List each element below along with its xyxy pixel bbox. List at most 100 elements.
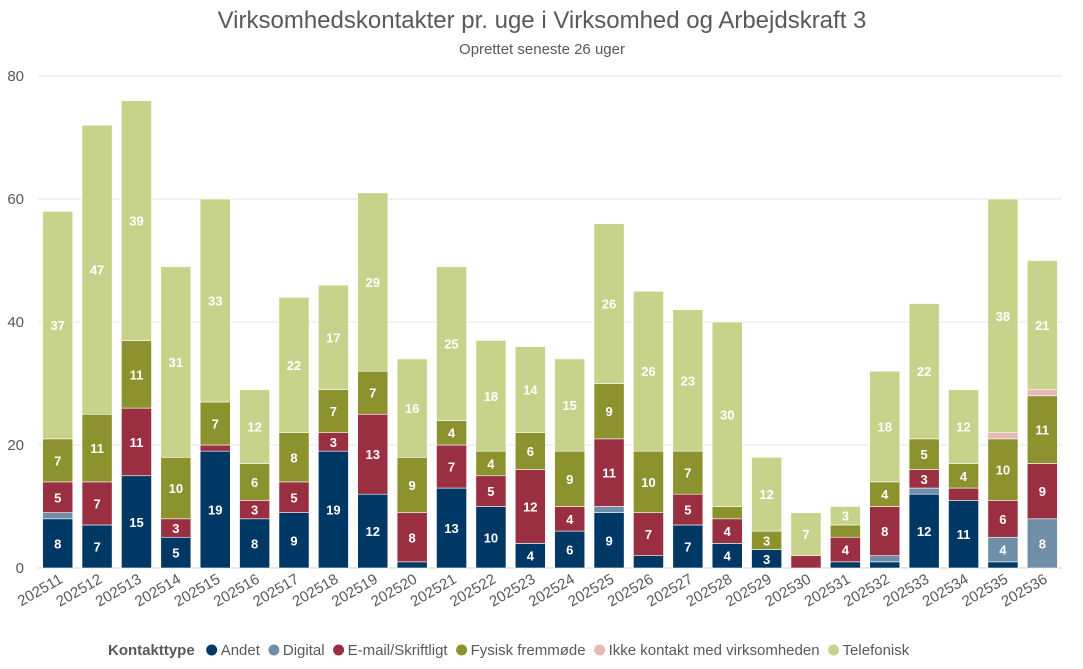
bar-segment[interactable]: [475, 475, 507, 507]
bar-segment[interactable]: [987, 500, 1019, 538]
bar-segment[interactable]: [869, 555, 901, 563]
bar-segment[interactable]: [869, 481, 901, 507]
bar-segment[interactable]: [239, 518, 270, 569]
bar-segment[interactable]: [278, 512, 310, 569]
bar-segment[interactable]: [396, 358, 428, 458]
bar-segment[interactable]: [672, 450, 704, 495]
bar-segment[interactable]: [357, 192, 389, 372]
bar-segment[interactable]: [1026, 395, 1058, 464]
bar-segment[interactable]: [278, 432, 310, 483]
bar-segment[interactable]: [514, 469, 546, 544]
bar-segment[interactable]: [121, 340, 152, 409]
bar-segment[interactable]: [948, 389, 979, 464]
bar-segment[interactable]: [42, 481, 74, 513]
data-label: 19: [326, 503, 340, 518]
bar-segment[interactable]: [593, 512, 625, 569]
bar-segment[interactable]: [318, 389, 349, 433]
bar-segment[interactable]: [554, 358, 586, 452]
bar-segment[interactable]: [908, 438, 940, 470]
bar-segment[interactable]: [987, 438, 1019, 501]
bar-segment[interactable]: [514, 432, 546, 470]
bar-segment[interactable]: [357, 493, 389, 569]
bar-segment[interactable]: [239, 463, 270, 501]
bar-segment[interactable]: [554, 530, 586, 569]
bar-segment[interactable]: [593, 506, 625, 513]
bar-segment[interactable]: [593, 383, 625, 440]
data-label: 8: [1039, 536, 1046, 551]
bar-segment[interactable]: [318, 284, 349, 390]
bar-segment[interactable]: [790, 512, 822, 557]
bar-segment[interactable]: [160, 536, 192, 569]
bar-segment[interactable]: [396, 561, 428, 569]
bar-segment[interactable]: [987, 561, 1019, 569]
data-label: 4: [881, 487, 889, 502]
bar-segment[interactable]: [751, 456, 782, 532]
legend-item[interactable]: Digital: [268, 642, 325, 659]
bar-segment[interactable]: [869, 561, 901, 569]
bar-segment[interactable]: [1026, 260, 1058, 390]
bar-segment[interactable]: [199, 401, 231, 446]
bar-segment[interactable]: [633, 555, 664, 569]
bar-segment[interactable]: [42, 518, 74, 569]
bar-segment[interactable]: [121, 475, 152, 569]
bar-segment[interactable]: [987, 432, 1019, 440]
data-label: 11: [957, 527, 971, 542]
bar-segment[interactable]: [199, 444, 231, 452]
bar-segment[interactable]: [1026, 518, 1058, 569]
bar-segment[interactable]: [436, 487, 467, 569]
bar-segment[interactable]: [908, 493, 940, 569]
bar-segment[interactable]: [672, 524, 704, 569]
bar-segment[interactable]: [711, 518, 743, 544]
bar-segment[interactable]: [830, 506, 861, 526]
bar-segment[interactable]: [830, 524, 861, 538]
bar-segment[interactable]: [593, 223, 625, 384]
bar-segment[interactable]: [81, 413, 113, 483]
legend-item[interactable]: Ikke kontakt med virksomheden: [594, 642, 820, 659]
data-label: 12: [366, 524, 380, 539]
bar-segment[interactable]: [121, 407, 152, 477]
bar-segment[interactable]: [948, 500, 979, 569]
bar-segment[interactable]: [633, 450, 664, 513]
bar-segment[interactable]: [711, 506, 743, 520]
legend-item[interactable]: Fysisk fremmøde: [456, 642, 586, 659]
bar-segment[interactable]: [633, 290, 664, 452]
bar-segment[interactable]: [1026, 389, 1058, 397]
bar-segment[interactable]: [1026, 463, 1058, 520]
bar-segment[interactable]: [869, 370, 901, 483]
bar-segment[interactable]: [908, 487, 940, 495]
bar-segment[interactable]: [869, 506, 901, 557]
bar-segment[interactable]: [160, 266, 192, 458]
bar-segment[interactable]: [672, 309, 704, 452]
bar-segment[interactable]: [436, 420, 467, 446]
data-label: 11: [130, 367, 144, 382]
legend-item[interactable]: E-mail/Skriftligt: [333, 642, 448, 659]
bar-segment[interactable]: [593, 438, 625, 507]
bar-segment[interactable]: [475, 506, 507, 569]
bar-segment[interactable]: [514, 346, 546, 434]
legend-item[interactable]: Andet: [206, 642, 261, 659]
bar-segment[interactable]: [554, 450, 586, 507]
bar-segment[interactable]: [81, 124, 113, 415]
legend-item[interactable]: Telefonisk: [828, 642, 910, 659]
bar-segment[interactable]: [514, 543, 546, 569]
bar-segment[interactable]: [199, 198, 231, 403]
data-label: 7: [54, 453, 61, 468]
bar-segment[interactable]: [475, 340, 507, 452]
bar-segment[interactable]: [830, 561, 861, 569]
bar-segment[interactable]: [987, 536, 1019, 563]
bar-segment[interactable]: [987, 198, 1019, 433]
bar-segment[interactable]: [830, 536, 861, 563]
bar-segment[interactable]: [121, 100, 152, 341]
bar-segment[interactable]: [908, 303, 940, 440]
bar-segment[interactable]: [436, 266, 467, 421]
bar-segment[interactable]: [790, 555, 822, 569]
bar-segment[interactable]: [948, 487, 979, 501]
bar-segment[interactable]: [711, 321, 743, 507]
bar-segment[interactable]: [436, 444, 467, 489]
bar-segment[interactable]: [278, 481, 310, 513]
bar-segment[interactable]: [42, 512, 74, 520]
bar-segment[interactable]: [711, 543, 743, 569]
bar-segment[interactable]: [278, 297, 310, 433]
bar-segment[interactable]: [42, 211, 74, 440]
bar-segment[interactable]: [239, 389, 270, 464]
